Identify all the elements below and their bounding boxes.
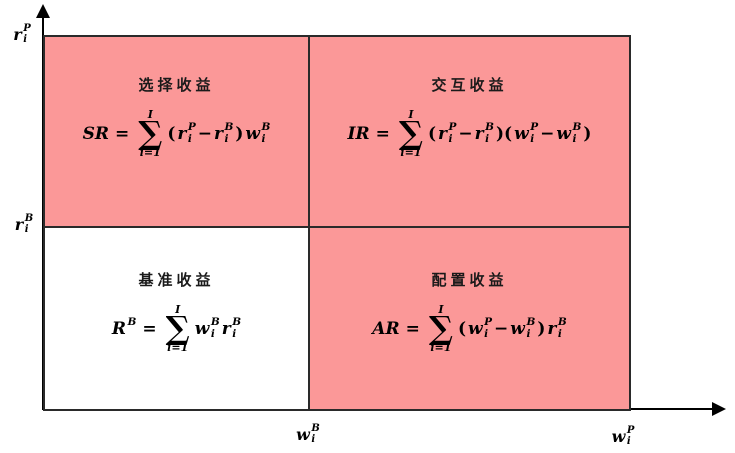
quadrant-title-allocation: 配置收益 xyxy=(431,271,508,289)
quadrant-title-interaction: 交互收益 xyxy=(431,76,508,94)
y-axis-arrow-icon xyxy=(36,4,50,18)
x-axis-arrow-icon xyxy=(712,402,726,416)
quadrant-title-selection: 选择收益 xyxy=(138,76,215,94)
quadrant-title-benchmark: 基准收益 xyxy=(138,271,215,289)
